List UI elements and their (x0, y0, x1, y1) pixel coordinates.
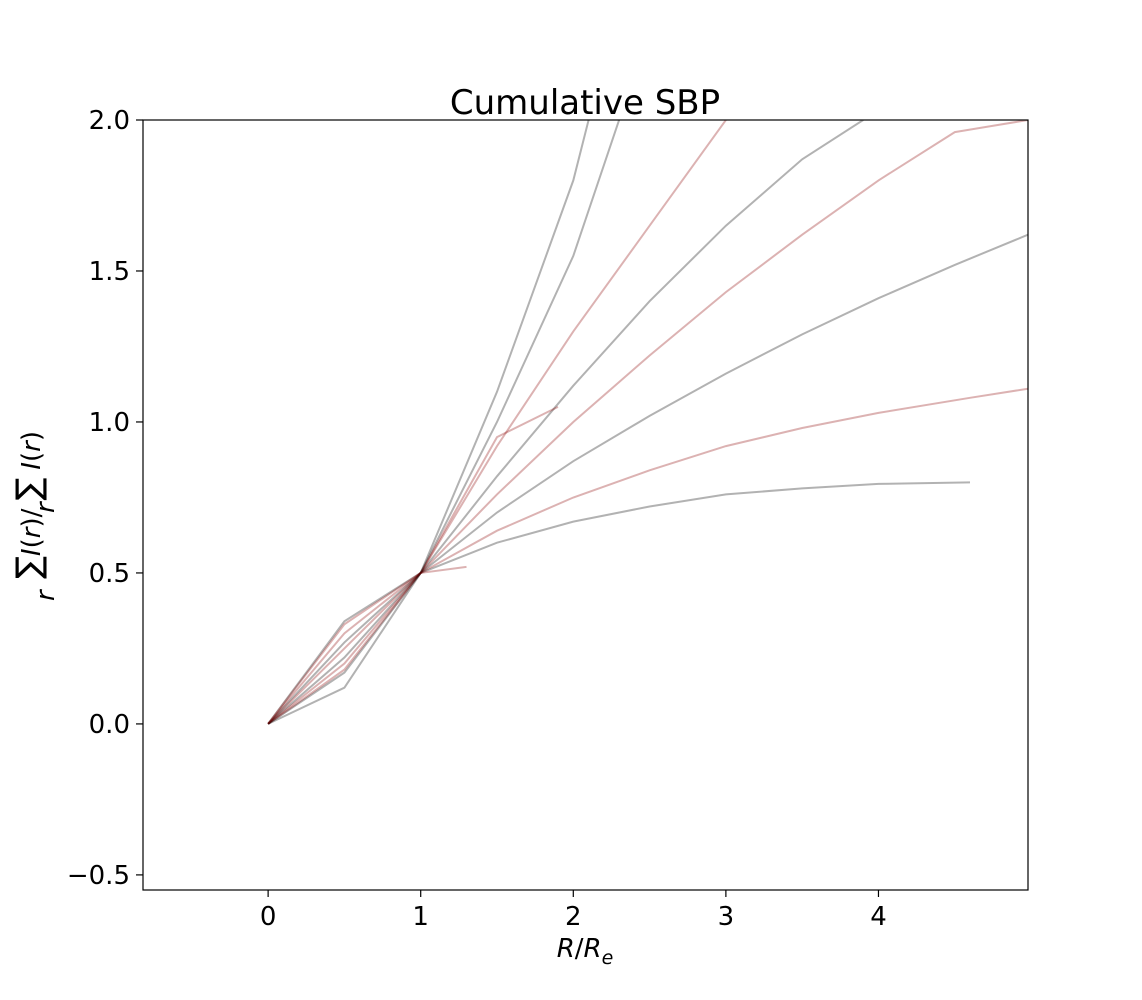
series-line-2 (267, 233, 1028, 725)
series-line-9 (267, 565, 467, 725)
chart-title: Cumulative SBP (450, 83, 720, 123)
y-axis-label: ∑I(r)/∑I(r) r r (9, 431, 61, 601)
x-tick-label-4: 4 (870, 902, 887, 932)
series-line-5 (267, 120, 727, 725)
plot-frame (142, 119, 1029, 891)
x-axis-label: R/Re (557, 934, 614, 969)
x-tick-label-2: 2 (565, 902, 582, 932)
plot-lines (267, 120, 1028, 725)
series-line-1 (267, 387, 1028, 725)
y-axis: −0.5 0.0 0.5 1.0 1.5 2.0 (67, 106, 143, 891)
x-tick-label-3: 3 (718, 902, 735, 932)
series-line-4 (267, 120, 864, 725)
svg-text:∑I(r)/∑I(r): ∑I(r)/∑I(r) (9, 431, 49, 579)
y-tick-label-1: 0.0 (89, 710, 130, 740)
series-line-6 (267, 120, 621, 725)
x-tick-label-0: 0 (260, 902, 277, 932)
y-tick-label-2: 0.5 (89, 559, 130, 589)
y-tick-label-3: 1.0 (89, 408, 130, 438)
series-line-0 (267, 481, 971, 725)
y-tick-label-5: 2.0 (89, 106, 130, 136)
x-tick-label-1: 1 (412, 902, 429, 932)
svg-text:r: r (31, 500, 61, 513)
svg-text:r: r (31, 588, 61, 601)
series-line-3 (267, 120, 1028, 725)
y-tick-label-0: −0.5 (67, 861, 130, 891)
y-tick-label-4: 1.5 (89, 257, 130, 287)
series-line-7 (267, 406, 559, 725)
x-axis: 0 1 2 3 4 (260, 890, 887, 932)
series-line-8 (267, 120, 590, 725)
